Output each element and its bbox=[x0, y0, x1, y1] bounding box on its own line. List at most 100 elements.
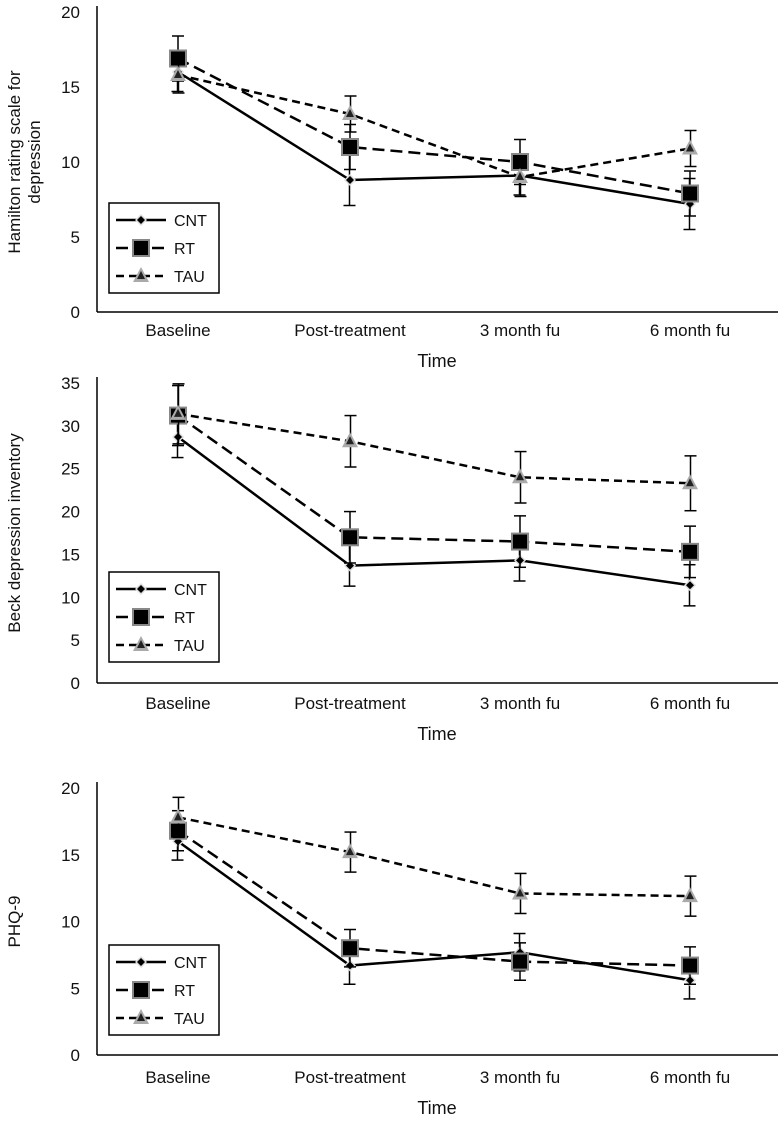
x-tick-label: 6 month fu bbox=[650, 694, 730, 713]
legend-marker-rt bbox=[132, 981, 150, 999]
x-tick-label: Post-treatment bbox=[294, 1068, 406, 1087]
y-tick-label: 5 bbox=[71, 979, 80, 998]
series-line bbox=[177, 816, 691, 898]
legend-label: TAU bbox=[174, 269, 205, 286]
series-cnt bbox=[171, 415, 696, 607]
legend-label: CNT bbox=[174, 955, 207, 972]
legend-marker-tau bbox=[137, 271, 145, 279]
data-point bbox=[686, 143, 694, 152]
legend-marker-rt bbox=[132, 239, 150, 257]
data-point bbox=[511, 532, 529, 551]
data-point bbox=[174, 70, 182, 78]
series-cnt bbox=[171, 51, 696, 231]
series-line bbox=[177, 412, 691, 485]
data-point bbox=[341, 528, 359, 547]
data-point bbox=[686, 581, 694, 590]
data-point bbox=[341, 138, 359, 156]
y-tick-label: 35 bbox=[61, 374, 80, 393]
data-point bbox=[681, 184, 699, 203]
y-tick-label: 0 bbox=[71, 1046, 80, 1065]
legend-label: CNT bbox=[174, 582, 207, 599]
data-point bbox=[681, 542, 699, 561]
data-point bbox=[511, 952, 529, 971]
y-axis-title: Beck depression inventory bbox=[5, 433, 24, 633]
chart-panel-3: 0 5 10 15 20 Baseline Post-treatment 3 month fu… bbox=[5, 779, 778, 1118]
legend-marker-cnt bbox=[137, 216, 145, 224]
series-tau bbox=[170, 383, 698, 512]
legend: CNT RT TAU bbox=[108, 571, 220, 663]
data-point bbox=[174, 812, 182, 821]
data-point bbox=[346, 176, 354, 184]
data-point bbox=[516, 472, 524, 481]
series-line bbox=[177, 435, 691, 587]
x-tick-label: Baseline bbox=[145, 1068, 210, 1087]
legend-marker-tau bbox=[137, 1013, 145, 1021]
y-tick-label: 10 bbox=[61, 153, 80, 172]
series-cnt bbox=[171, 821, 696, 1000]
x-tick-label: 3 month fu bbox=[480, 321, 560, 340]
x-tick-label: 6 month fu bbox=[650, 321, 730, 340]
y-tick-label: 15 bbox=[61, 78, 80, 97]
y-tick-label: 20 bbox=[61, 779, 80, 798]
data-point bbox=[681, 956, 699, 975]
series-line bbox=[177, 73, 691, 179]
series-line bbox=[177, 414, 691, 554]
legend-label: TAU bbox=[174, 638, 205, 655]
series-line bbox=[177, 57, 691, 195]
data-point bbox=[341, 939, 359, 958]
y-axis-title: PHQ-9 bbox=[5, 896, 24, 948]
y-tick-label: 20 bbox=[61, 3, 80, 22]
chart-panel-2: 0 5 10 15 20 25 30 35 Baseline Post-treatment 3 mo… bbox=[5, 374, 778, 744]
legend-label: CNT bbox=[174, 213, 207, 230]
y-tick-label: 10 bbox=[61, 588, 80, 607]
legend-marker-tau bbox=[137, 640, 145, 648]
legend-marker-rt bbox=[132, 608, 150, 626]
legend-label: RT bbox=[174, 241, 195, 258]
legend-label: RT bbox=[174, 983, 195, 1000]
data-point bbox=[686, 478, 694, 487]
x-axis-title: Time bbox=[417, 351, 456, 371]
x-tick-label: 3 month fu bbox=[480, 1068, 560, 1087]
legend-label: TAU bbox=[174, 1011, 205, 1028]
x-tick-label: Post-treatment bbox=[294, 694, 406, 713]
data-point bbox=[516, 172, 524, 180]
legend-marker-cnt bbox=[137, 585, 145, 593]
x-tick-label: 6 month fu bbox=[650, 1068, 730, 1087]
chart-panel-1: 0 5 10 15 20 Baseline Post-treatment 3 month fu… bbox=[5, 3, 778, 371]
series-line bbox=[177, 70, 691, 206]
x-axis-title: Time bbox=[417, 724, 456, 744]
series-line bbox=[177, 829, 691, 967]
x-tick-label: 3 month fu bbox=[480, 694, 560, 713]
legend: CNT RT TAU bbox=[108, 202, 220, 294]
legend-label: RT bbox=[174, 610, 195, 627]
y-tick-label: 30 bbox=[61, 417, 80, 436]
y-tick-label: 25 bbox=[61, 460, 80, 479]
legend: CNT RT TAU bbox=[108, 944, 220, 1036]
y-tick-label: 10 bbox=[61, 913, 80, 932]
legend-marker-cnt bbox=[137, 958, 145, 966]
y-tick-label: 0 bbox=[71, 674, 80, 693]
x-tick-label: Baseline bbox=[145, 694, 210, 713]
y-axis-title: Hamilton rating scale fordepression bbox=[5, 70, 44, 254]
data-point bbox=[346, 436, 354, 445]
y-tick-label: 5 bbox=[71, 631, 80, 650]
data-point bbox=[686, 891, 694, 900]
y-tick-label: 0 bbox=[71, 303, 80, 322]
y-tick-label: 20 bbox=[61, 503, 80, 522]
series-tau bbox=[170, 796, 698, 917]
y-tick-label: 15 bbox=[61, 846, 80, 865]
y-tick-label: 5 bbox=[71, 228, 80, 247]
y-tick-label: 15 bbox=[61, 545, 80, 564]
series-line bbox=[177, 840, 691, 982]
data-point bbox=[516, 888, 524, 897]
data-point bbox=[174, 408, 182, 417]
series-rt bbox=[169, 35, 699, 217]
x-tick-label: Post-treatment bbox=[294, 321, 406, 340]
x-tick-label: Baseline bbox=[145, 321, 210, 340]
series-tau bbox=[170, 56, 698, 198]
series-rt bbox=[169, 809, 699, 985]
data-point bbox=[346, 109, 354, 117]
x-axis-title: Time bbox=[417, 1098, 456, 1118]
data-point bbox=[346, 847, 354, 856]
